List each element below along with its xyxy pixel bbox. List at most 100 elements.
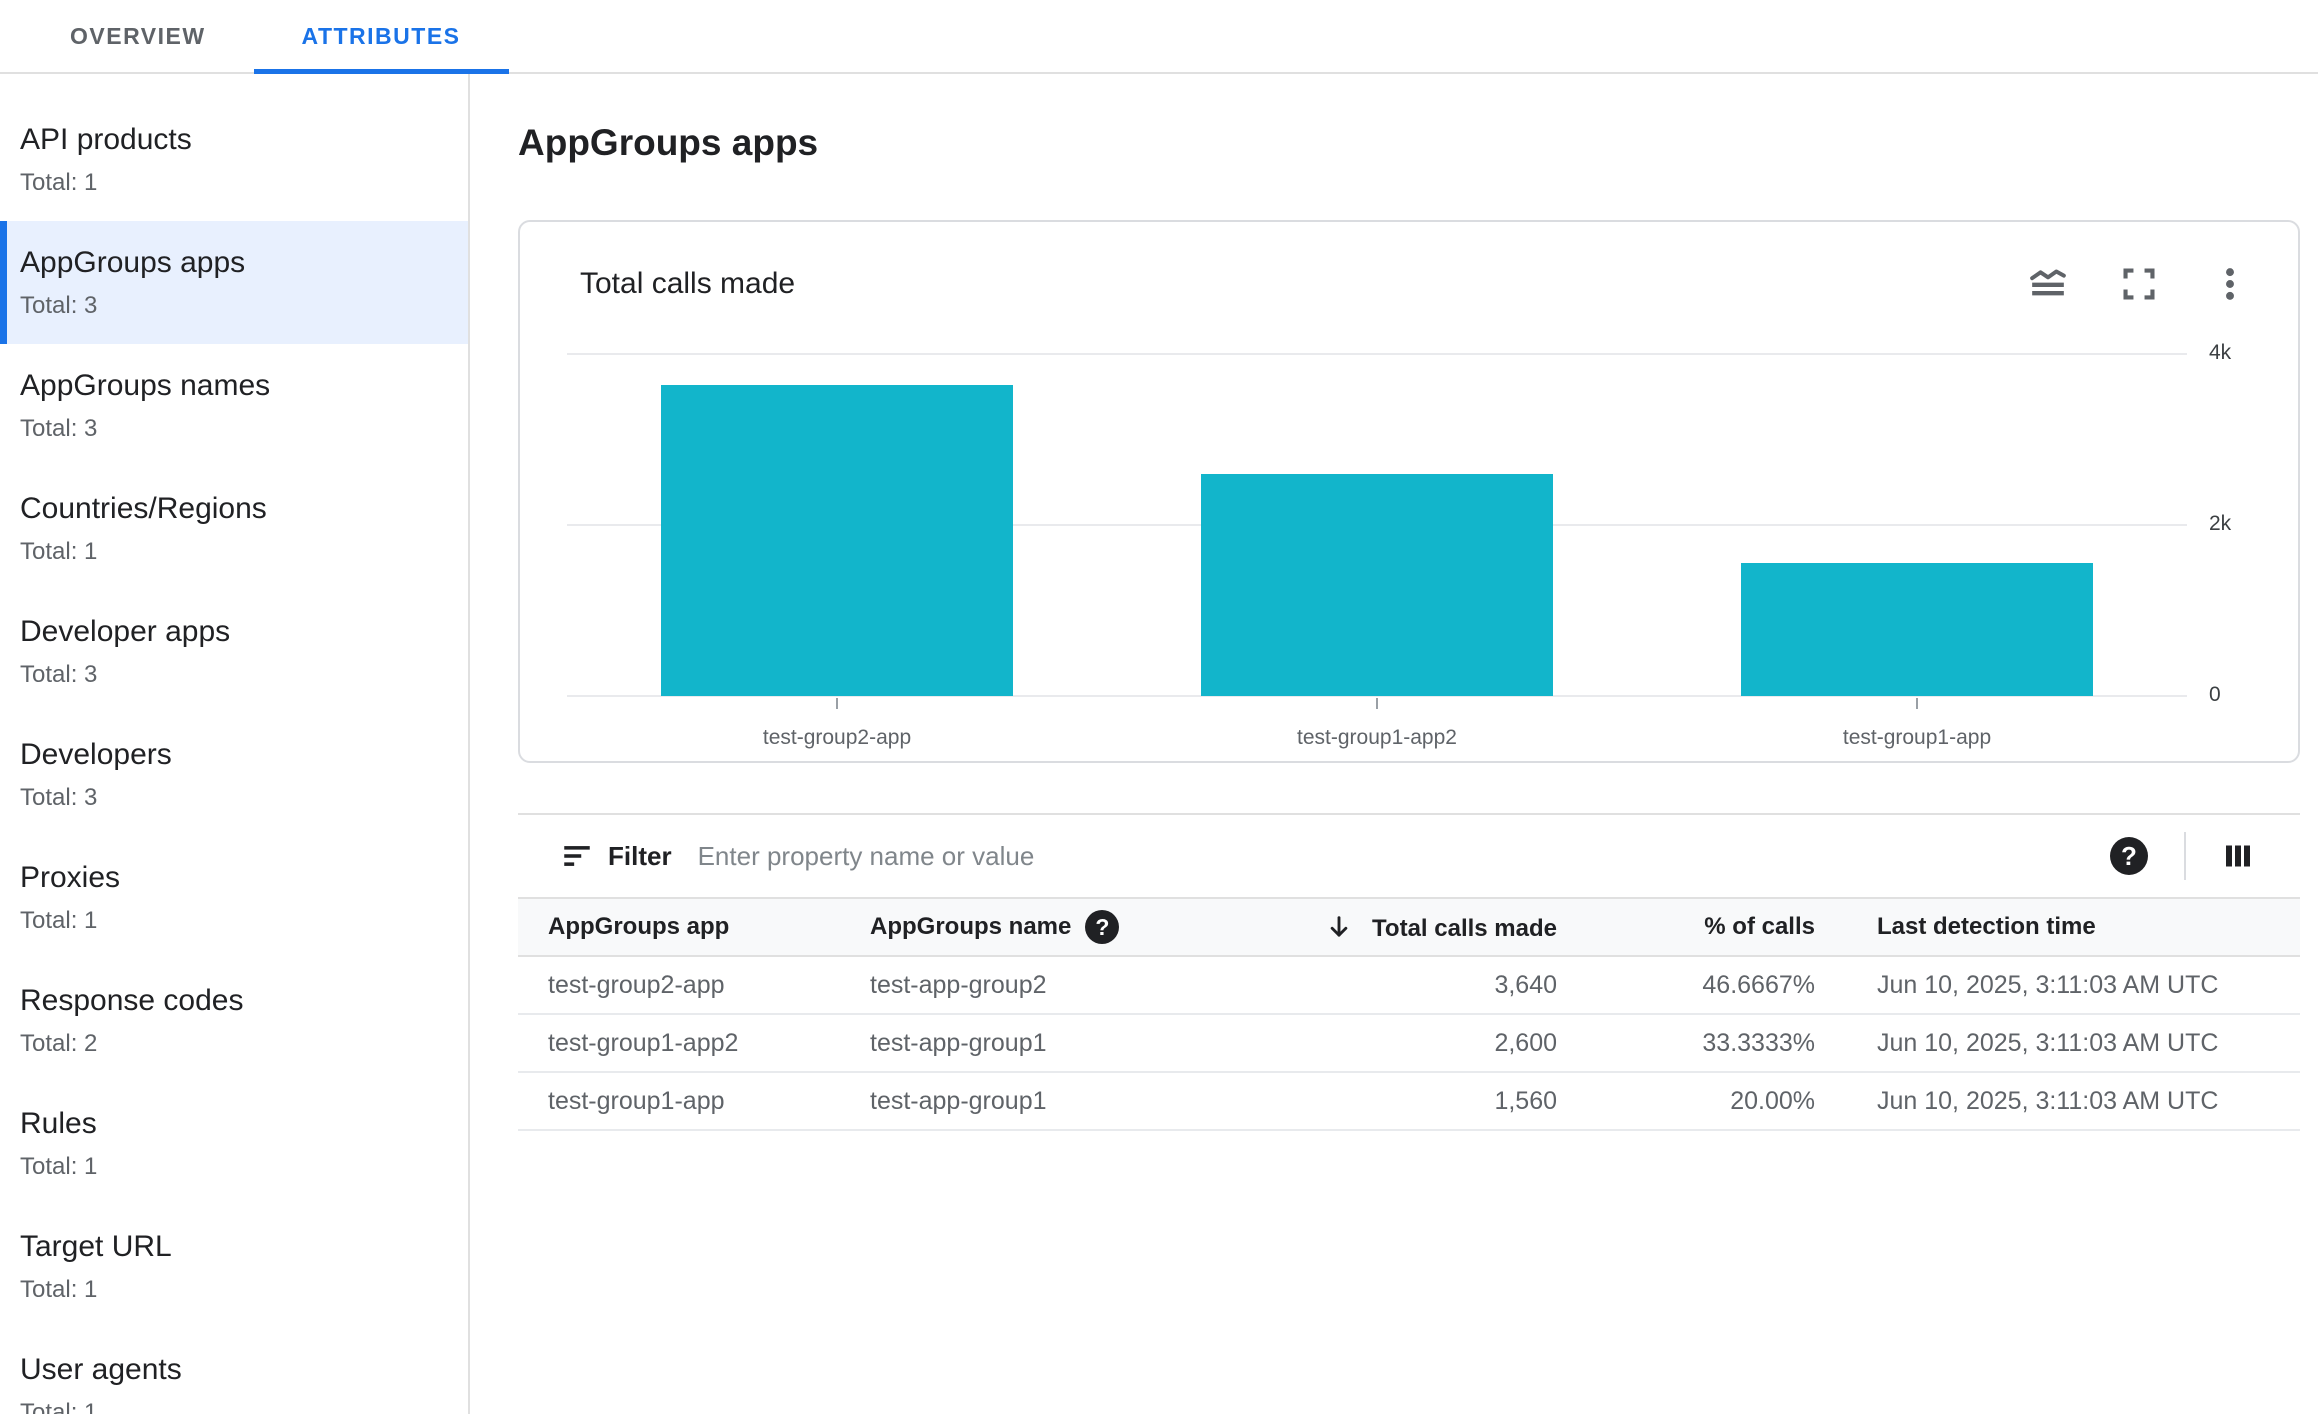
table-row: test-group1-app2 test-app-group1 2,600 33.3…: [518, 1014, 2300, 1073]
sidebar-item-label: Rules: [20, 1107, 97, 1140]
attributes-sidebar: API products Total: 1 AppGroups apps Total:…: [0, 74, 470, 1414]
filter-label: Filter: [608, 840, 672, 871]
filter-icon: [560, 839, 594, 873]
table-cell: 1,560: [1200, 1072, 1557, 1131]
more-options-icon[interactable]: [2208, 262, 2252, 306]
table-cell: test-group1-app: [518, 1072, 870, 1131]
table-row: test-group2-app test-app-group2 3,640 46.66…: [518, 956, 2300, 1015]
table-cell: 2,600: [1200, 1014, 1557, 1073]
column-header-total-calls[interactable]: Total calls made: [1200, 897, 1557, 957]
x-axis-label: test-group1-app: [1842, 726, 1992, 749]
column-header-appgroups-app[interactable]: AppGroups app: [518, 897, 870, 957]
filter-bar: Filter ?: [518, 815, 2300, 897]
filter-help-icon[interactable]: ?: [2110, 837, 2148, 875]
table-cell: test-app-group2: [870, 956, 1200, 1015]
filter-input[interactable]: [697, 840, 2110, 872]
chart-title: Total calls made: [580, 267, 796, 300]
tab-overview[interactable]: OVERVIEW: [70, 22, 206, 49]
sidebar-item-developers[interactable]: Developers Total: 3: [0, 713, 468, 836]
sidebar-item-user-agents[interactable]: User agents Total: 1: [0, 1328, 468, 1414]
table-cell: test-group2-app: [518, 956, 870, 1015]
sidebar-item-rules[interactable]: Rules Total: 1: [0, 1082, 468, 1205]
table-cell: Jun 10, 2025, 3:11:03 AM UTC: [1815, 956, 2300, 1015]
table-header-row: AppGroups app AppGroups name ? Total cal…: [518, 897, 2300, 957]
sidebar-item-label: Countries/Regions: [20, 492, 267, 525]
sidebar-item-label: Developer apps: [20, 615, 231, 648]
table-cell: 46.6667%: [1557, 956, 1815, 1015]
table-cell: Jun 10, 2025, 3:11:03 AM UTC: [1815, 1072, 2300, 1131]
sidebar-item-appgroups-apps[interactable]: AppGroups apps Total: 3: [0, 221, 468, 344]
column-header-percent-calls[interactable]: % of calls: [1557, 897, 1815, 957]
stacked-chart-icon[interactable]: [2026, 262, 2070, 306]
sidebar-item-proxies[interactable]: Proxies Total: 1: [0, 836, 468, 959]
gridline: [567, 353, 2187, 355]
sidebar-item-developer-apps[interactable]: Developer apps Total: 3: [0, 590, 468, 713]
x-axis-label: test-group1-app2: [1297, 726, 1457, 749]
y-axis-tick-label: 2k: [2209, 511, 2232, 535]
fullscreen-icon[interactable]: [2117, 262, 2161, 306]
table-cell: 3,640: [1200, 956, 1557, 1015]
bar-test-group1-app[interactable]: [1741, 563, 2093, 696]
sidebar-item-total: Total: 3: [20, 415, 98, 442]
sidebar-item-total: Total: 1: [20, 169, 98, 196]
sidebar-item-total: Total: 1: [20, 1399, 98, 1414]
total-calls-chart-card: Total calls made: [518, 220, 2300, 763]
sidebar-item-total: Total: 1: [20, 1276, 98, 1303]
sidebar-item-target-url[interactable]: Target URL Total: 1: [0, 1205, 468, 1328]
y-axis-tick-label: 0: [2209, 682, 2221, 706]
column-header-last-detection[interactable]: Last detection time: [1815, 897, 2300, 957]
sidebar-item-label: API products: [20, 123, 192, 156]
sidebar-list: API products Total: 1 AppGroups apps Total:…: [0, 98, 468, 1414]
appgroups-table: AppGroups app AppGroups name ? Total cal…: [518, 897, 2300, 1131]
sidebar-item-label: AppGroups names: [20, 369, 271, 402]
sidebar-item-response-codes[interactable]: Response codes Total: 2: [0, 959, 468, 1082]
chart-card-header: Total calls made: [520, 222, 2298, 306]
sidebar-item-total: Total: 1: [20, 538, 98, 565]
sidebar-item-label: Response codes: [20, 984, 244, 1017]
sidebar-item-total: Total: 1: [20, 907, 98, 934]
sidebar-item-total: Total: 3: [20, 292, 98, 319]
table-cell: Jun 10, 2025, 3:11:03 AM UTC: [1815, 1014, 2300, 1073]
appgroups-name-help-icon[interactable]: ?: [1085, 910, 1120, 944]
gridline: [567, 695, 2187, 697]
sidebar-item-appgroups-names[interactable]: AppGroups names Total: 3: [0, 344, 468, 467]
bar-chart-plot: 4k 2k 0 test-group2-app test-group1-app2 test…: [567, 341, 2231, 749]
sidebar-item-label: Target URL: [20, 1230, 172, 1263]
sidebar-item-api-products[interactable]: API products Total: 1: [0, 98, 468, 221]
sidebar-item-total: Total: 2: [20, 1030, 98, 1057]
x-axis-tick: [1376, 698, 1378, 709]
filter-divider: [2184, 832, 2186, 880]
x-axis-tick: [1916, 698, 1918, 709]
sidebar-item-total: Total: 1: [20, 1153, 98, 1180]
sidebar-item-countries-regions[interactable]: Countries/Regions Total: 1: [0, 467, 468, 590]
sidebar-item-total: Total: 3: [20, 661, 98, 688]
tab-bar: OVERVIEW ATTRIBUTES: [0, 0, 2318, 74]
y-axis-tick-label: 4k: [2209, 340, 2232, 364]
bar-test-group2-app[interactable]: [661, 385, 1013, 696]
table-cell: test-group1-app2: [518, 1014, 870, 1073]
attributes-table-block: Filter ? AppGroups app: [518, 813, 2300, 1131]
chart-actions: [2026, 262, 2252, 306]
column-header-label: AppGroups name: [870, 913, 1072, 940]
column-display-icon[interactable]: [2216, 834, 2260, 878]
table-body: test-group2-app test-app-group2 3,640 46.66…: [518, 956, 2300, 1131]
content-area: API products Total: 1 AppGroups apps Total:…: [0, 74, 2318, 1414]
sidebar-item-total: Total: 3: [20, 784, 98, 811]
bar-test-group1-app2[interactable]: [1201, 474, 1553, 696]
table-cell: 33.3333%: [1557, 1014, 1815, 1073]
sidebar-item-label: Developers: [20, 738, 172, 771]
x-axis-tick: [836, 698, 838, 709]
column-header-label: Total calls made: [1372, 914, 1557, 942]
sidebar-item-label: User agents: [20, 1353, 182, 1386]
column-header-appgroups-name[interactable]: AppGroups name ?: [870, 897, 1200, 957]
sort-descending-icon: [1330, 915, 1348, 937]
table-row: test-group1-app test-app-group1 1,560 20.00…: [518, 1072, 2300, 1131]
main-panel: AppGroups apps Total calls made: [470, 74, 2318, 1414]
sidebar-item-label: AppGroups apps: [20, 246, 246, 279]
table-cell: test-app-group1: [870, 1014, 1200, 1073]
sidebar-item-label: Proxies: [20, 861, 121, 894]
table-cell: test-app-group1: [870, 1072, 1200, 1131]
x-axis-label: test-group2-app: [762, 726, 912, 749]
tab-attributes[interactable]: ATTRIBUTES: [253, 0, 509, 74]
page-title: AppGroups apps: [518, 122, 819, 163]
